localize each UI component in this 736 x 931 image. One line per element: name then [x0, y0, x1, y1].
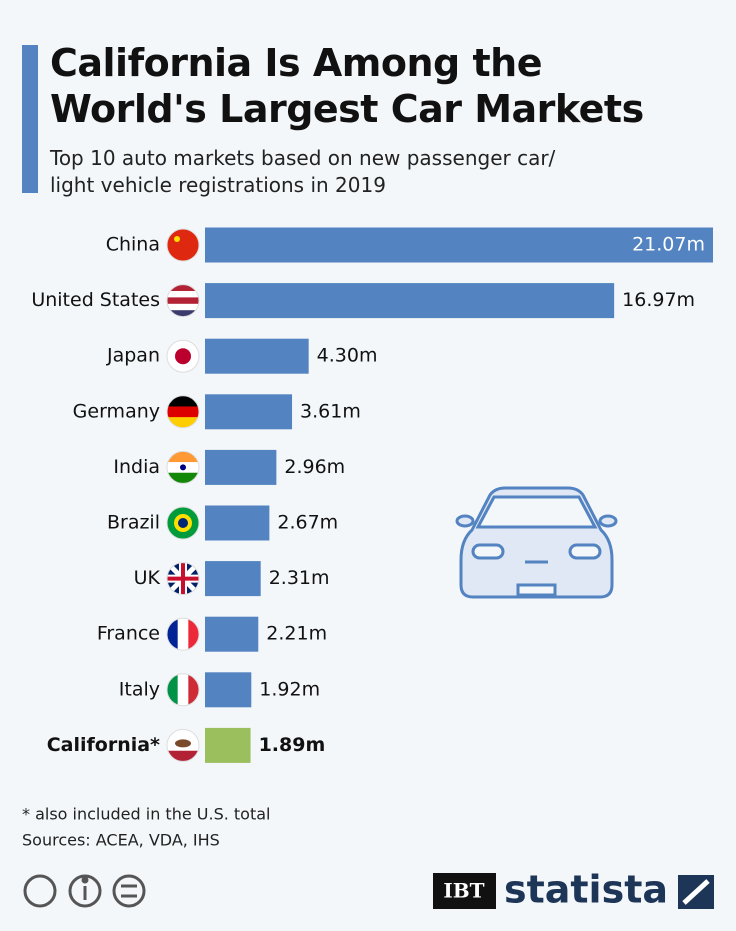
flag-border — [166, 673, 200, 707]
value-label: 3.61m — [300, 400, 361, 422]
flag — [167, 284, 199, 317]
flag-stripe — [177, 618, 189, 651]
flag-stripe — [167, 750, 199, 762]
value-label: 2.96m — [284, 456, 345, 478]
flag-stripe — [167, 284, 199, 292]
flag — [167, 729, 199, 762]
ibt-logo-box — [433, 873, 496, 909]
flag-stripe — [167, 472, 199, 484]
category-label: France — [97, 623, 160, 645]
car-icon — [455, 486, 618, 599]
flag-stripe — [167, 406, 199, 418]
publisher-logo: IBT — [443, 879, 484, 903]
flag-stripe — [188, 618, 199, 651]
flag-cross — [167, 562, 199, 595]
category-label: China — [106, 234, 160, 256]
flag — [167, 451, 199, 484]
flag-stripe — [167, 395, 199, 407]
flag-stripe — [167, 618, 179, 651]
value-label: 2.67m — [277, 512, 338, 534]
flag-border — [166, 284, 200, 318]
flag — [167, 395, 199, 428]
flag-stripe — [167, 729, 199, 741]
value-label: 16.97m — [622, 289, 695, 311]
flag-wheel — [180, 464, 186, 471]
value-label: 2.31m — [269, 567, 330, 589]
category-label: Germany — [73, 400, 160, 422]
category-label: Japan — [106, 345, 160, 367]
flag — [167, 618, 199, 651]
bar — [205, 227, 713, 263]
flag-border — [166, 617, 200, 651]
flag — [167, 340, 199, 373]
flag-stripe — [167, 297, 199, 305]
flag-stripe — [177, 673, 189, 706]
flag-bear — [175, 739, 191, 748]
flag — [167, 507, 199, 539]
category-label: Italy — [119, 678, 160, 700]
flag-stripe — [167, 673, 179, 706]
license-icons — [23, 874, 146, 908]
title-accent — [22, 45, 38, 193]
category-label: Brazil — [107, 512, 160, 534]
flag — [167, 673, 199, 706]
category-label: California* — [47, 734, 160, 756]
source: Sources: ACEA, VDA, IHS — [22, 831, 220, 850]
chart-title: California Is Among the World's Largest … — [50, 41, 644, 131]
value-label: 2.21m — [266, 623, 327, 645]
brand-mark-slash — [682, 879, 710, 905]
bar — [205, 505, 270, 541]
value-label: 1.92m — [259, 678, 320, 700]
flag-border — [166, 395, 200, 429]
footnote: * also included in the U.S. total — [22, 805, 270, 824]
value-label: 4.30m — [317, 345, 378, 367]
flag-stripe — [167, 310, 199, 317]
flag-border — [166, 450, 200, 484]
value-label: 21.07m — [632, 234, 705, 256]
flag-stripe — [167, 417, 199, 428]
bar — [205, 283, 615, 319]
flag-globe — [174, 514, 192, 532]
category-label: India — [113, 456, 160, 478]
flag-stripe — [167, 229, 199, 261]
bar — [205, 616, 259, 652]
flag-border — [166, 728, 200, 762]
flag-border — [166, 562, 200, 596]
bar — [205, 394, 293, 430]
flag-border — [166, 506, 200, 540]
chart-subtitle: Top 10 auto markets based on new passeng… — [50, 146, 556, 197]
flag-star — [174, 236, 180, 242]
flag-stripe — [167, 451, 199, 463]
flag-stripe — [167, 291, 199, 298]
bar — [205, 727, 251, 763]
bar — [205, 449, 277, 485]
category-label: UK — [134, 567, 161, 589]
flag-stripe — [167, 303, 199, 311]
flag-sun — [175, 348, 191, 365]
flag — [167, 229, 199, 261]
category-label: United States — [31, 289, 160, 311]
flag-stripe — [188, 673, 199, 706]
flag — [167, 562, 199, 595]
bar — [205, 561, 261, 597]
flag-border — [166, 339, 200, 373]
brand-logo: statista — [504, 868, 668, 912]
flag-border — [166, 228, 200, 262]
bar — [205, 338, 309, 374]
value-label: 1.89m — [259, 734, 326, 756]
bar — [205, 672, 252, 708]
